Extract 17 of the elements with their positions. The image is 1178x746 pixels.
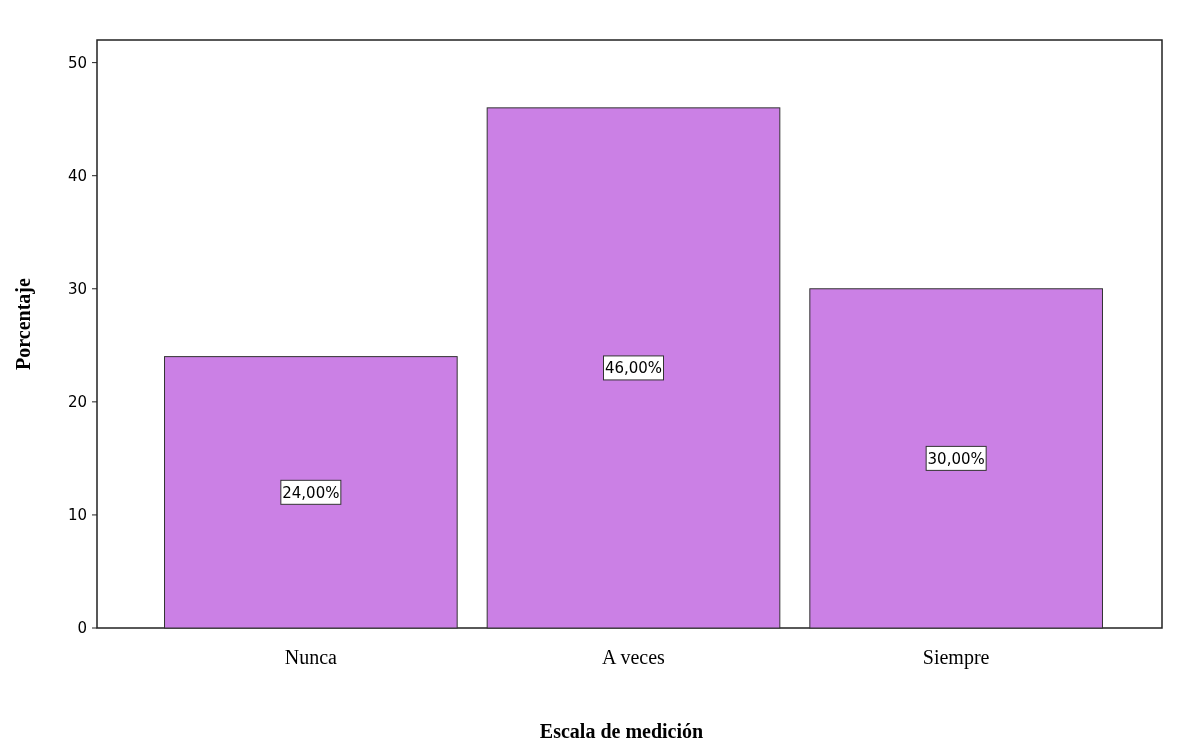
- data-label: 46,00%: [604, 359, 663, 378]
- x-tick-label: A veces: [602, 646, 666, 668]
- x-axis-title: Escala de medición: [539, 720, 704, 742]
- y-tick-label: 10: [67, 506, 87, 525]
- y-tick-label: 20: [67, 393, 87, 412]
- data-label: 30,00%: [927, 449, 985, 468]
- data-label: 24,00%: [282, 483, 340, 502]
- y-tick-label: 30: [67, 280, 87, 299]
- bar: [809, 288, 1103, 629]
- y-tick-label: 40: [67, 166, 87, 185]
- y-axis-title: Porcentaje: [12, 277, 35, 370]
- bar: [486, 107, 781, 629]
- y-tick-label: 0: [77, 619, 87, 638]
- bar: [164, 356, 458, 629]
- y-tick-label: 50: [67, 53, 87, 72]
- x-tick-label: Nunca: [284, 646, 338, 668]
- x-tick-label: Siempre: [922, 646, 990, 669]
